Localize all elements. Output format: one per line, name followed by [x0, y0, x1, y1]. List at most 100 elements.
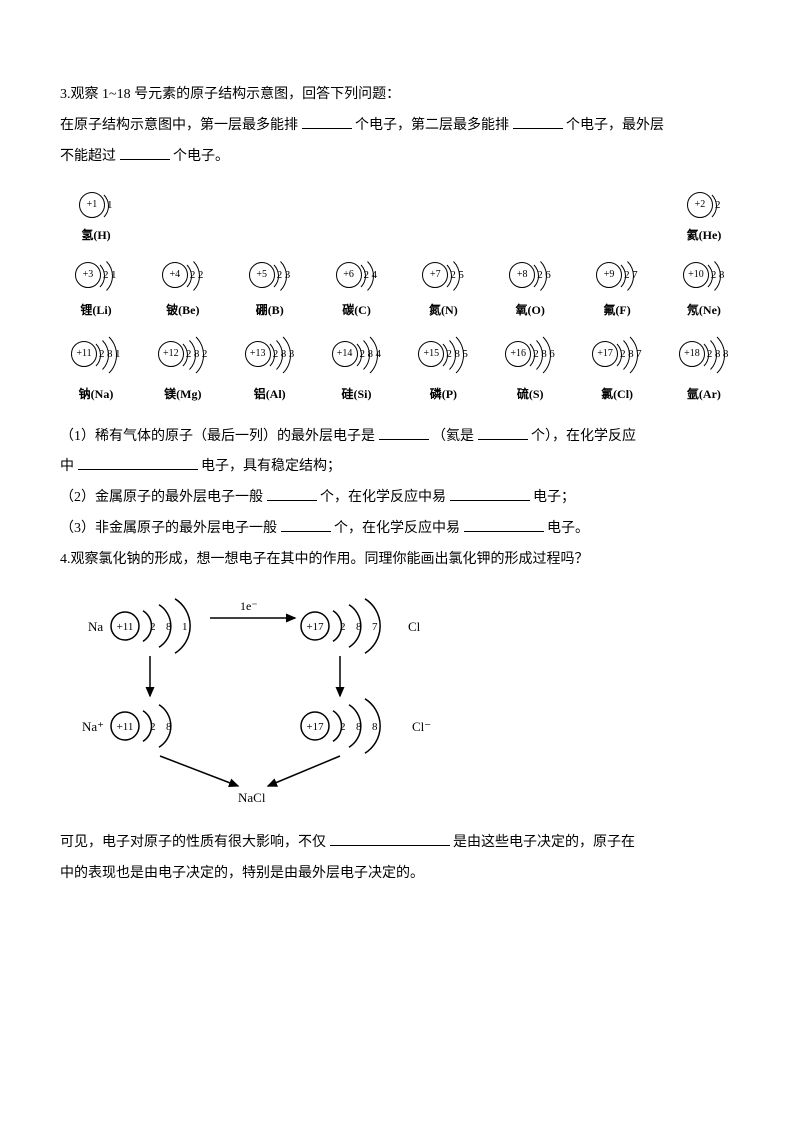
sub2: （2）金属原子的最外层电子一般 个，在化学反应中易 电子；: [60, 483, 740, 514]
conv-left: [160, 756, 238, 786]
element-cell: +13283铝(Al): [234, 329, 306, 407]
cl-atom: +17 287: [301, 598, 380, 652]
blank-outer[interactable]: [120, 145, 170, 160]
element-label: 氖(Ne): [687, 297, 721, 323]
sub1-line1: （1）稀有气体的原子（最后一列）的最外层电子是 （氦是 个），在化学反应: [60, 422, 740, 453]
blank-legend-1[interactable]: [330, 831, 450, 846]
element-cell: +11281钠(Na): [60, 329, 132, 407]
s2b: 个，在化学反应中易: [320, 490, 446, 505]
element-cell: +321锂(Li): [60, 255, 132, 323]
blank-shell2[interactable]: [513, 114, 563, 129]
cl-minus-label: Cl⁻: [412, 719, 431, 734]
element-label: 磷(P): [430, 381, 457, 407]
svg-text:2: 2: [150, 721, 156, 733]
s1a: （1）稀有气体的原子（最后一列）的最外层电子是: [60, 429, 375, 444]
sub1-line2: 中 电子，具有稳定结构；: [60, 452, 740, 483]
s3c: 电子。: [547, 521, 589, 536]
svg-text:8: 8: [372, 721, 378, 733]
element-label: 氮(N): [429, 297, 458, 323]
blank-s2-1[interactable]: [267, 486, 317, 501]
element-label: 硫(S): [517, 381, 544, 407]
legend-c: 中的表现也是由电子决定的，特别是由最外层电子决定的。: [60, 866, 424, 881]
na-ion: +11 28: [111, 704, 172, 747]
svg-text:7: 7: [372, 621, 378, 633]
svg-text:8: 8: [166, 721, 172, 733]
svg-text:1: 1: [182, 621, 188, 633]
element-label: 铍(Be): [166, 297, 199, 323]
q3-intro-e: 个电子。: [173, 149, 229, 164]
element-cell: +15285磷(P): [407, 329, 479, 407]
element-label: 碳(C): [342, 297, 371, 323]
svg-text:8: 8: [166, 621, 172, 633]
na-atom: +11 281: [111, 598, 190, 652]
nacl-diagram: +11281 Na +17287 Cl 1e⁻ +1128 Na⁺ +17288…: [70, 586, 740, 819]
s2a: （2）金属原子的最外层电子一般: [60, 490, 263, 505]
legend-b: 是由这些电子决定的，原子在: [453, 835, 635, 850]
element-cell: +12282镁(Mg): [147, 329, 219, 407]
q3-intro-line1: 在原子结构示意图中，第一层最多能排 个电子，第二层最多能排 个电子，最外层: [60, 111, 740, 142]
element-label: 钠(Na): [79, 381, 114, 407]
blank-shell1[interactable]: [302, 114, 352, 129]
blank-s1-1[interactable]: [379, 425, 429, 440]
conv-right: [268, 756, 340, 786]
element-cell: +1028氖(Ne): [668, 255, 740, 323]
s2c: 电子；: [533, 490, 575, 505]
s1d: 中: [60, 459, 74, 474]
element-cell: +14284硅(Si): [321, 329, 393, 407]
element-cell: +11氢(H): [60, 190, 132, 248]
periodic-row-1: +11氢(H) +22氦(He): [60, 190, 740, 248]
cl-ion: +17288: [301, 698, 380, 752]
q4-legend-1: 可见，电子对原子的性质有很大影响，不仅 是由这些电子决定的，原子在: [60, 828, 740, 859]
blank-s1-2[interactable]: [478, 425, 528, 440]
svg-text:+11: +11: [117, 621, 134, 633]
q3-intro-c: 个电子，最外层: [566, 118, 664, 133]
periodic-row-2: +321锂(Li)+422铍(Be)+523硼(B)+624碳(C)+725氮(…: [60, 255, 740, 323]
element-label: 氦(He): [687, 222, 722, 248]
svg-text:8: 8: [356, 621, 362, 633]
element-cell: +16286硫(S): [494, 329, 566, 407]
svg-text:2: 2: [340, 721, 346, 733]
periodic-diagram: +11氢(H) +22氦(He) +321锂(Li)+422铍(Be)+523硼(…: [60, 190, 740, 407]
s1b: （氦是: [432, 429, 474, 444]
element-label: 氟(F): [603, 297, 630, 323]
element-label: 氩(Ar): [687, 381, 721, 407]
q4-heading: 4.观察氯化钠的形成，想一想电子在其中的作用。同理你能画出氯化钾的形成过程吗？: [60, 545, 740, 576]
q4-legend-2: 中的表现也是由电子决定的，特别是由最外层电子决定的。: [60, 859, 740, 890]
periodic-row-3: +11281钠(Na)+12282镁(Mg)+13283铝(Al)+14284硅…: [60, 329, 740, 407]
element-cell: +523硼(B): [234, 255, 306, 323]
na-plus-label: Na⁺: [82, 719, 104, 734]
element-cell: +422铍(Be): [147, 255, 219, 323]
q3-intro-line2: 不能超过 个电子。: [60, 142, 740, 173]
nacl-product: NaCl: [238, 790, 266, 805]
q3-intro-d: 不能超过: [60, 149, 116, 164]
element-label: 氧(O): [516, 297, 545, 323]
svg-text:2: 2: [340, 621, 346, 633]
svg-text:+17: +17: [306, 721, 324, 733]
element-cell: +17287氯(Cl): [581, 329, 653, 407]
svg-text:2: 2: [150, 621, 156, 633]
blank-s1-3[interactable]: [78, 455, 198, 470]
element-label: 氢(H): [81, 222, 110, 248]
blank-s3-2[interactable]: [464, 517, 544, 532]
element-cell: +725氮(N): [407, 255, 479, 323]
element-label: 硼(B): [256, 297, 284, 323]
svg-text:8: 8: [356, 721, 362, 733]
element-label: 锂(Li): [80, 297, 111, 323]
s3b: 个，在化学反应中易: [334, 521, 460, 536]
q3-intro-a: 在原子结构示意图中，第一层最多能排: [60, 118, 298, 133]
blank-s2-2[interactable]: [450, 486, 530, 501]
element-label: 氯(Cl): [601, 381, 633, 407]
legend-a: 可见，电子对原子的性质有很大影响，不仅: [60, 835, 326, 850]
element-cell: +22氦(He): [668, 190, 740, 248]
e-transfer: 1e⁻: [240, 599, 258, 613]
svg-text:+11: +11: [117, 721, 134, 733]
element-cell: +624碳(C): [321, 255, 393, 323]
element-label: 硅(Si): [342, 381, 372, 407]
element-cell: +927氟(F): [581, 255, 653, 323]
element-cell: +826氧(O): [494, 255, 566, 323]
blank-s3-1[interactable]: [281, 517, 331, 532]
element-label: 镁(Mg): [164, 381, 201, 407]
s1e: 电子，具有稳定结构；: [201, 459, 341, 474]
svg-text:+17: +17: [306, 621, 324, 633]
element-label: 铝(Al): [254, 381, 286, 407]
